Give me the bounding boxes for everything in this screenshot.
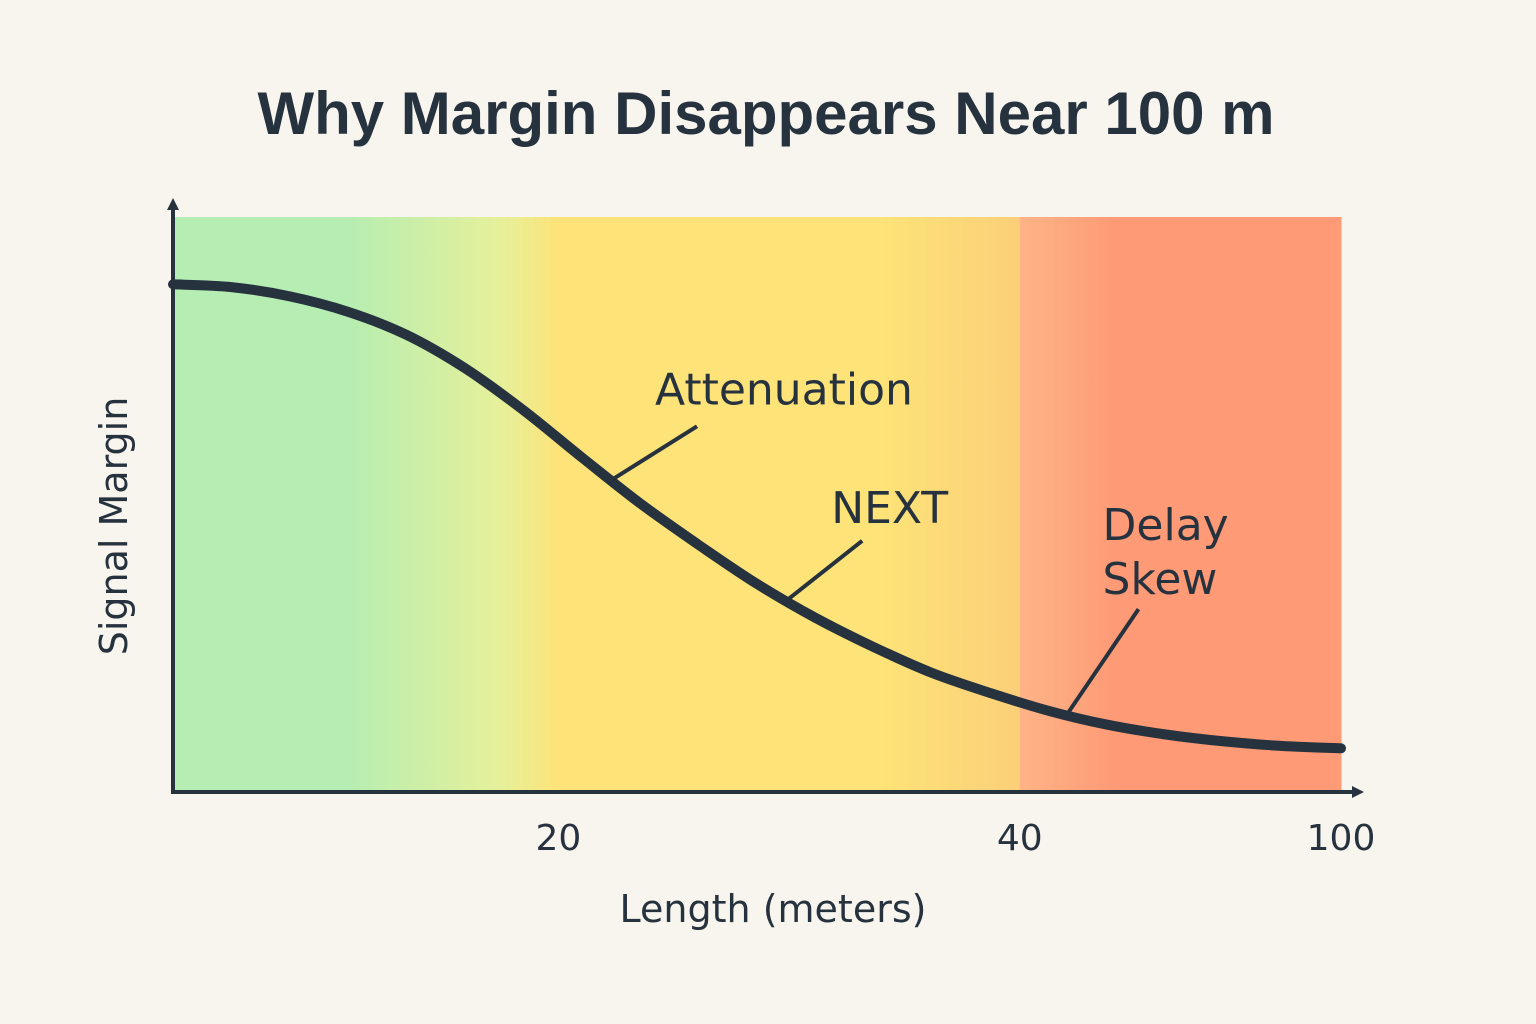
- x-tick-label: 100: [1307, 818, 1376, 859]
- y-axis-label: Signal Margin: [92, 397, 136, 656]
- annotation-leader-line: [609, 424, 699, 483]
- annotation-label: NEXT: [831, 483, 948, 534]
- x-axis-label: Length (meters): [620, 887, 927, 931]
- chart-title: Why Margin Disappears Near 100 m: [257, 80, 1274, 147]
- annotations: Attenuation NEXT Delay Skew: [609, 364, 1229, 717]
- annotation-label: Delay Skew: [1103, 500, 1229, 605]
- zone-good-to-transition: [173, 217, 559, 792]
- annotation-leader-line: [784, 539, 864, 603]
- series-line-signal-margin: [168, 279, 1346, 754]
- zone-failing: [1019, 217, 1342, 792]
- zone-marginal: [558, 217, 1021, 792]
- x-tick-labels: 20 40 100: [536, 818, 1376, 859]
- x-tick-label: 20: [536, 818, 582, 859]
- annotation-leader-line: [1064, 607, 1141, 717]
- annotation-label: Attenuation: [655, 364, 913, 415]
- x-tick-label: 40: [997, 818, 1043, 859]
